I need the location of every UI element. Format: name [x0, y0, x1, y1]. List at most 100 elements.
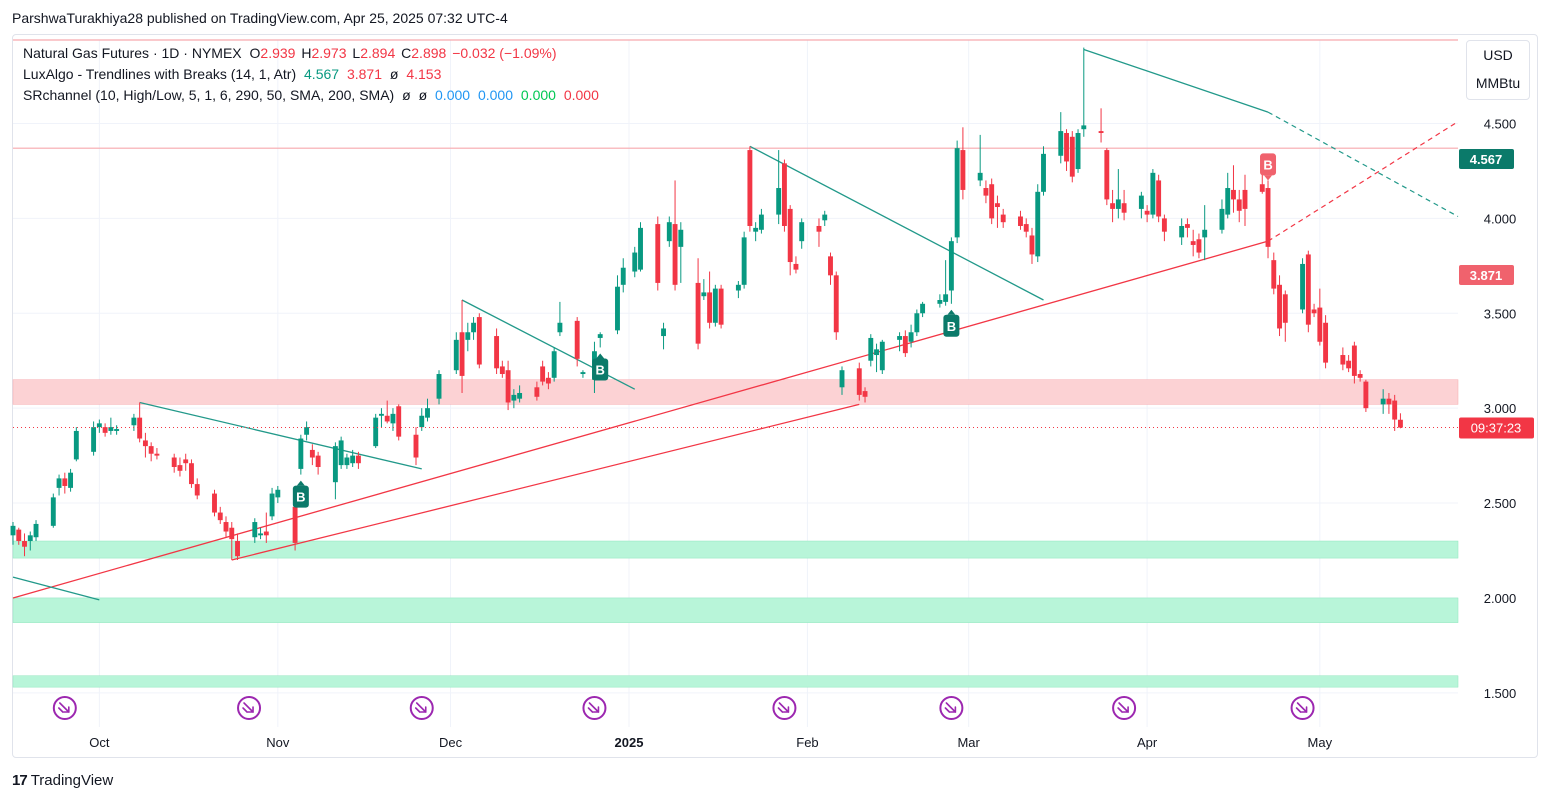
candle-up[interactable] [252, 522, 258, 538]
candle-down[interactable] [142, 440, 148, 447]
candle-up[interactable] [776, 188, 782, 215]
break-marker[interactable] [943, 314, 960, 337]
candle-down[interactable] [1121, 203, 1127, 213]
candle-down[interactable] [62, 478, 68, 486]
candle-down[interactable] [1161, 218, 1167, 232]
candle-down[interactable] [194, 484, 200, 496]
candle-up[interactable] [332, 446, 338, 483]
candle-down[interactable] [396, 406, 402, 437]
candle-up[interactable] [68, 472, 74, 488]
candle-up[interactable] [373, 417, 379, 447]
candle-up[interactable] [632, 252, 638, 272]
candle-down[interactable] [189, 463, 194, 485]
candle-up[interactable] [436, 374, 442, 399]
candle-down[interactable] [540, 366, 546, 382]
candle-up[interactable] [914, 313, 920, 333]
candle-down[interactable] [309, 449, 315, 458]
candle-down[interactable] [212, 493, 217, 513]
candle-down[interactable] [1098, 131, 1104, 133]
candle-down[interactable] [1029, 235, 1035, 255]
candle-down[interactable] [1190, 241, 1196, 245]
candle-up[interactable] [879, 341, 885, 371]
candle-down[interactable] [994, 203, 1000, 208]
candle-up[interactable] [897, 336, 903, 340]
candle-down[interactable] [1305, 254, 1311, 325]
break-marker[interactable] [292, 485, 309, 508]
candle-up[interactable] [269, 493, 275, 517]
candle-down[interactable] [1392, 400, 1398, 420]
candle-up[interactable] [597, 334, 603, 338]
candle-down[interactable] [655, 224, 661, 283]
candle-up[interactable] [1138, 195, 1144, 209]
candle-down[interactable] [1265, 188, 1271, 247]
candle-down[interactable] [494, 336, 500, 369]
candle-up[interactable] [108, 427, 114, 431]
candle-down[interactable] [856, 368, 862, 395]
candle-down[interactable] [1144, 210, 1150, 215]
candle-down[interactable] [781, 163, 787, 226]
candle-down[interactable] [695, 282, 701, 344]
candle-up[interactable] [1380, 398, 1386, 405]
candle-down[interactable] [1317, 307, 1323, 342]
candle-down[interactable] [1282, 294, 1288, 323]
candle-down[interactable] [1110, 203, 1116, 209]
legend-main[interactable]: Natural Gas Futures · 1D · NYMEX O2.939 … [23, 45, 561, 61]
candle-down[interactable] [1236, 199, 1242, 211]
candle-down[interactable] [263, 531, 269, 536]
candle-down[interactable] [1259, 184, 1265, 192]
candle-up[interactable] [258, 533, 263, 536]
candle-down[interactable] [137, 417, 143, 439]
candle-up[interactable] [425, 408, 430, 418]
candle-down[interactable] [707, 292, 713, 323]
candle-up[interactable] [620, 267, 626, 285]
candle-up[interactable] [551, 351, 557, 378]
candle-up[interactable] [580, 372, 586, 375]
candle-down[interactable] [1386, 398, 1392, 405]
candle-down[interactable] [983, 188, 989, 196]
candle-up[interactable] [666, 222, 672, 242]
candle-down[interactable] [499, 366, 505, 375]
candle-up[interactable] [33, 523, 39, 538]
candle-down[interactable] [148, 446, 154, 454]
candle-down[interactable] [1156, 180, 1162, 217]
candle-down[interactable] [355, 455, 361, 464]
candle-down[interactable] [177, 465, 183, 471]
candle-down[interactable] [1323, 322, 1329, 363]
candle-down[interactable] [1277, 284, 1282, 329]
candle-down[interactable] [545, 377, 551, 384]
candle-down[interactable] [747, 150, 753, 226]
candle-up[interactable] [1115, 199, 1121, 209]
candle-up[interactable] [874, 349, 879, 356]
candle-down[interactable] [102, 427, 108, 433]
candle-down[interactable] [1340, 355, 1346, 365]
break-marker[interactable] [1260, 153, 1277, 176]
candle-up[interactable] [1041, 153, 1046, 192]
candle-up[interactable] [1150, 172, 1156, 215]
candle-up[interactable] [350, 455, 356, 464]
candle-up[interactable] [471, 322, 477, 333]
candle-up[interactable] [1225, 188, 1231, 215]
candle-up[interactable] [1219, 208, 1225, 230]
candle-down[interactable] [292, 506, 298, 543]
candle-up[interactable] [453, 339, 459, 371]
candle-up[interactable] [753, 227, 759, 232]
candle-down[interactable] [1351, 345, 1357, 376]
candle-down[interactable] [229, 527, 235, 540]
candle-down[interactable] [154, 453, 160, 456]
candle-down[interactable] [1069, 136, 1075, 177]
candle-up[interactable] [1075, 132, 1081, 170]
candle-up[interactable] [638, 227, 643, 270]
candle-down[interactable] [22, 541, 27, 547]
candle-up[interactable] [96, 423, 102, 428]
candle-down[interactable] [902, 336, 908, 354]
candle-up[interactable] [1081, 125, 1087, 130]
candle-up[interactable] [465, 332, 471, 340]
candle-down[interactable] [672, 224, 678, 285]
candle-up[interactable] [661, 328, 666, 337]
candle-down[interactable] [574, 320, 580, 359]
legend-srchannel[interactable]: SRchannel (10, High/Low, 5, 1, 6, 290, 5… [23, 87, 603, 103]
candle-up[interactable] [114, 429, 120, 431]
candle-down[interactable] [534, 387, 540, 397]
candle-down[interactable] [235, 541, 240, 557]
candle-down[interactable] [1018, 216, 1023, 226]
